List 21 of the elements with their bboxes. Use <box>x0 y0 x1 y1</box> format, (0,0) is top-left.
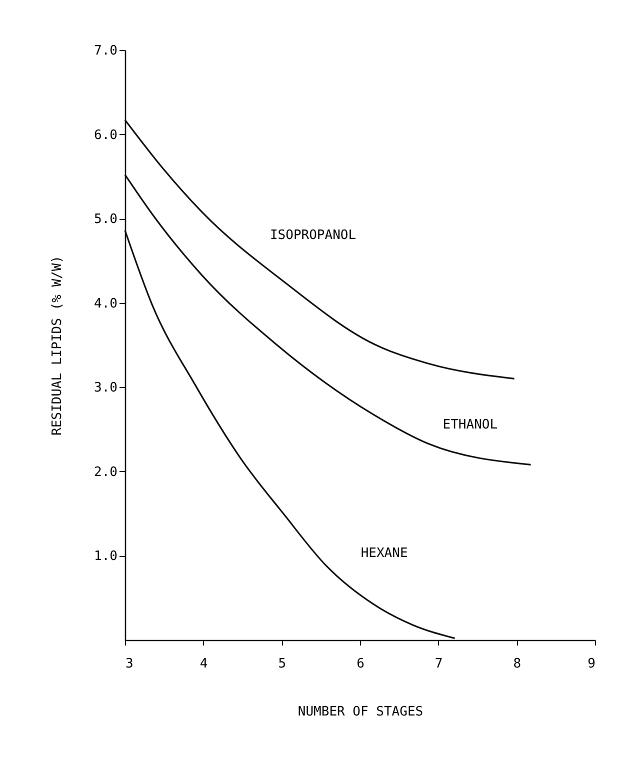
y-tick-label: 6.0 <box>94 128 118 143</box>
series-label: ISOPROPANOL <box>270 228 356 243</box>
x-tick-label: 4 <box>200 656 208 672</box>
x-tick-label: 7 <box>434 656 443 672</box>
line-series <box>124 174 532 466</box>
y-tick-label: 1.0 <box>94 549 118 564</box>
y-tick-label: 3.0 <box>94 380 118 396</box>
y-tick-label: 4.0 <box>94 296 118 312</box>
x-tick-label: 6 <box>356 656 364 672</box>
y-tick-label: 2.0 <box>94 464 118 480</box>
y-axis-title: RESIDUAL LIPIDS (% W/W) <box>50 255 66 436</box>
y-tick-label: 7.0 <box>94 44 118 58</box>
x-axis-title: NUMBER OF STAGES <box>298 704 424 720</box>
x-tick-label: 3 <box>126 656 134 672</box>
x-tick-label: 8 <box>513 656 522 672</box>
x-tick-label: 5 <box>278 656 286 672</box>
series-label: ETHANOL <box>442 418 498 433</box>
y-tick-label: 5.0 <box>94 212 118 228</box>
text: HEXANE <box>360 546 408 561</box>
line-series <box>124 119 516 380</box>
x-tick-label: 9 <box>588 656 596 672</box>
